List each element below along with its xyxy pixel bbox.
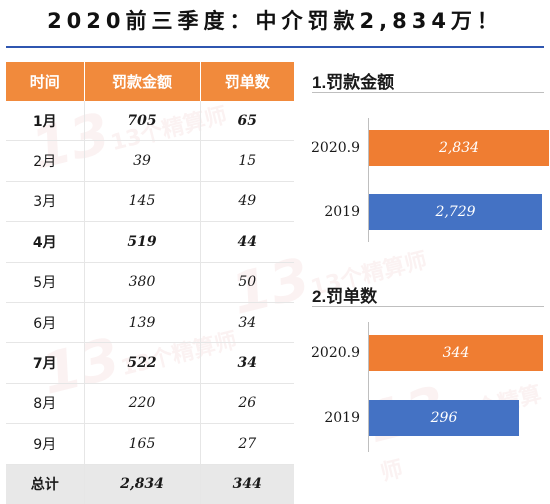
- cell-amount: 519: [84, 221, 201, 263]
- bar-category-label: 2019: [324, 204, 360, 220]
- cell-count: 65: [200, 101, 294, 142]
- table-row: 7月 522 34: [6, 342, 294, 384]
- cell-amount: 380: [84, 262, 201, 303]
- chart-axis: [368, 118, 369, 242]
- cell-month: 2月: [6, 140, 85, 182]
- bar-value-label: 344: [442, 345, 470, 361]
- bar: [369, 194, 542, 230]
- cell-amount: 145: [84, 181, 201, 223]
- cell-month: 3月: [6, 181, 85, 223]
- cell-month: 4月: [6, 221, 85, 263]
- header-count: 罚单数: [200, 62, 294, 101]
- title-divider: [6, 46, 544, 48]
- cell-count: 34: [200, 302, 294, 344]
- bar: [369, 130, 549, 166]
- total-amount: 2,834: [84, 464, 201, 504]
- cell-amount: 39: [84, 140, 201, 182]
- table-row: 4月 519 44: [6, 221, 294, 263]
- table-total-row: 总计 2,834 344: [6, 464, 294, 504]
- cell-amount: 165: [84, 423, 201, 465]
- cell-month: 1月: [6, 101, 85, 142]
- bar-category-label: 2020.9: [311, 140, 360, 156]
- chart-axis: [368, 322, 369, 452]
- table-row: 9月 165 27: [6, 423, 294, 465]
- table-row: 6月 139 34: [6, 302, 294, 344]
- table-header-row: 时间 罚款金额 罚单数: [6, 62, 294, 101]
- cell-amount: 705: [84, 101, 201, 142]
- cell-month: 5月: [6, 262, 85, 303]
- cell-amount: 522: [84, 342, 201, 384]
- bar-category-label: 2019: [324, 410, 360, 426]
- page-title: 2020前三季度：中介罚款2,834万！: [47, 9, 503, 33]
- chart-divider-count: [312, 306, 544, 307]
- cell-month: 6月: [6, 302, 85, 344]
- cell-month: 9月: [6, 423, 85, 465]
- total-label: 总计: [6, 464, 85, 504]
- chart-title-count: 2.罚单数: [312, 287, 378, 306]
- bar-value-label: 2,729: [435, 204, 476, 220]
- cell-amount: 139: [84, 302, 201, 344]
- bar: [369, 335, 543, 371]
- table-row: 3月 145 49: [6, 181, 294, 223]
- cell-count: 44: [200, 221, 294, 263]
- monthly-fines-table: 时间 罚款金额 罚单数 1月 705 65 2月 39 15 3月 145 49 4月 519 44 5…: [6, 62, 294, 504]
- bar-value-label: 296: [430, 410, 458, 426]
- cell-month: 7月: [6, 342, 85, 384]
- cell-count: 49: [200, 181, 294, 223]
- table-row: 2月 39 15: [6, 140, 294, 182]
- chart-title-amount: 1.罚款金额: [312, 73, 395, 92]
- bar-category-label: 2020.9: [311, 345, 360, 361]
- cell-count: 27: [200, 423, 294, 465]
- table-row: 8月 220 26: [6, 383, 294, 425]
- table-row: 1月 705 65: [6, 101, 294, 142]
- header-month: 时间: [6, 62, 85, 101]
- total-count: 344: [200, 464, 294, 504]
- chart-divider-amount: [312, 92, 544, 93]
- cell-count: 50: [200, 262, 294, 303]
- cell-month: 8月: [6, 383, 85, 425]
- cell-count: 15: [200, 140, 294, 182]
- cell-count: 26: [200, 383, 294, 425]
- cell-amount: 220: [84, 383, 201, 425]
- header-amount: 罚款金额: [84, 62, 201, 101]
- bar-value-label: 2,834: [438, 140, 480, 156]
- cell-count: 34: [200, 342, 294, 384]
- table-row: 5月 380 50: [6, 262, 294, 303]
- bar: [369, 400, 519, 436]
